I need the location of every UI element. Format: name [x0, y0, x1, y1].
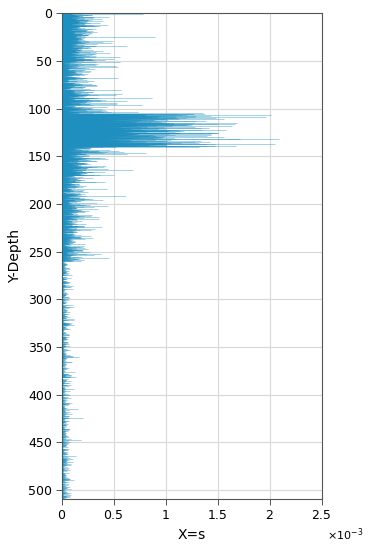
- X-axis label: X=s: X=s: [177, 527, 206, 542]
- Text: $\times10^{-3}$: $\times10^{-3}$: [327, 526, 363, 543]
- Y-axis label: Y-Depth: Y-Depth: [8, 229, 22, 283]
